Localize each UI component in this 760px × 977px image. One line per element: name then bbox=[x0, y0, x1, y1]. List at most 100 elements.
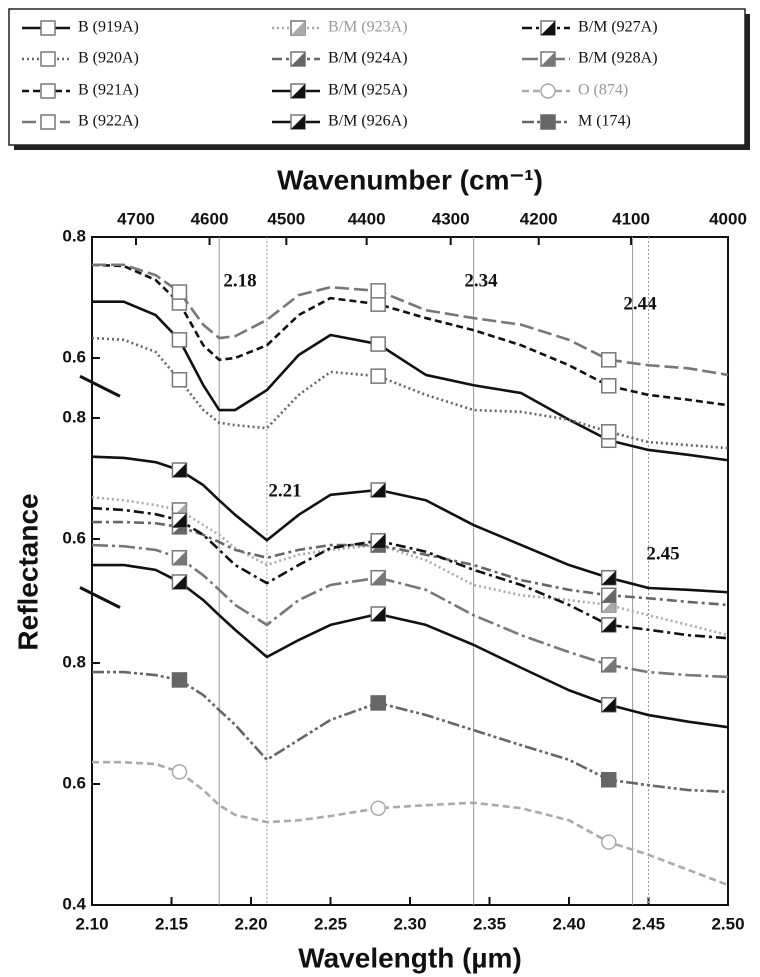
marker bbox=[171, 512, 188, 528]
marker-half bbox=[291, 115, 305, 129]
marker-shape bbox=[601, 352, 617, 368]
marker-shape bbox=[601, 424, 617, 440]
marker bbox=[370, 569, 386, 586]
legend-marker bbox=[540, 83, 556, 99]
marker bbox=[601, 617, 617, 633]
legend-label: B (920A) bbox=[78, 50, 139, 67]
y-tick-label: 0.6 bbox=[62, 347, 86, 366]
marker-half bbox=[601, 657, 616, 672]
marker bbox=[601, 352, 617, 368]
marker bbox=[171, 462, 188, 478]
y-tick-label: 0.6 bbox=[62, 773, 86, 792]
marker-half bbox=[541, 21, 555, 35]
x-tick-label: 2.10 bbox=[75, 914, 108, 933]
marker-shape bbox=[370, 296, 386, 312]
reference-label: 2.45 bbox=[646, 543, 679, 564]
marker-shape bbox=[370, 336, 386, 352]
marker-shape bbox=[540, 114, 556, 130]
marker-shape bbox=[370, 800, 386, 816]
marker bbox=[171, 672, 188, 688]
marker-shape bbox=[370, 283, 386, 299]
x2-tick-label: 4000 bbox=[709, 209, 747, 228]
legend-marker bbox=[290, 20, 306, 36]
legend-label: B/M (923A) bbox=[328, 19, 408, 36]
legend-marker bbox=[40, 114, 56, 130]
legend-box bbox=[8, 8, 746, 146]
legend-label: B/M (925A) bbox=[328, 82, 408, 99]
marker-half bbox=[172, 550, 187, 565]
marker bbox=[370, 533, 386, 549]
marker bbox=[370, 606, 386, 622]
marker-half bbox=[291, 21, 305, 35]
x-tick-label: 2.45 bbox=[632, 914, 665, 933]
marker-half bbox=[371, 570, 386, 585]
marker bbox=[601, 697, 617, 713]
marker bbox=[370, 368, 386, 384]
y-axis-title: Reflectance bbox=[12, 493, 43, 650]
marker bbox=[601, 657, 617, 673]
x2-tick-label: 4300 bbox=[432, 209, 470, 228]
marker-half bbox=[291, 84, 305, 98]
marker-half bbox=[371, 482, 386, 497]
marker bbox=[601, 834, 617, 850]
legend-marker bbox=[40, 51, 56, 67]
marker-shape bbox=[40, 51, 56, 67]
legend-label: O (874) bbox=[578, 82, 628, 99]
marker-shape bbox=[540, 83, 556, 99]
y-tick-label: 0.8 bbox=[62, 652, 86, 671]
marker bbox=[370, 283, 386, 299]
y-tick-label: 0.4 bbox=[62, 894, 86, 913]
x2-axis-title: Wavenumber (cm⁻¹) bbox=[277, 164, 543, 195]
marker-half bbox=[172, 463, 187, 478]
marker bbox=[601, 772, 617, 788]
reference-label: 2.34 bbox=[464, 270, 498, 291]
marker-shape bbox=[601, 834, 617, 850]
marker-shape bbox=[40, 83, 56, 99]
y-tick-label: 0.8 bbox=[62, 407, 86, 426]
legend-label: B/M (924A) bbox=[328, 50, 408, 67]
reference-label: 2.44 bbox=[623, 293, 657, 314]
legend-label: B/M (927A) bbox=[578, 19, 658, 36]
marker-half bbox=[371, 607, 386, 622]
marker bbox=[370, 296, 386, 312]
marker-half bbox=[601, 697, 616, 712]
legend-marker bbox=[290, 83, 306, 99]
marker bbox=[171, 764, 188, 780]
marker-shape bbox=[40, 114, 56, 130]
legend-marker bbox=[540, 51, 556, 67]
reference-label: 2.18 bbox=[223, 270, 256, 291]
marker-shape bbox=[171, 372, 188, 388]
marker bbox=[171, 332, 188, 348]
legend-marker bbox=[40, 83, 56, 99]
marker-shape bbox=[171, 332, 188, 348]
marker bbox=[171, 372, 188, 388]
axis-break bbox=[79, 586, 121, 609]
marker-shape bbox=[40, 20, 56, 36]
x-axis-title: Wavelength (µm) bbox=[298, 942, 522, 973]
marker-half bbox=[172, 513, 187, 528]
marker bbox=[370, 695, 386, 711]
marker-half bbox=[601, 617, 616, 632]
marker bbox=[601, 569, 617, 586]
marker bbox=[171, 550, 188, 566]
marker-shape bbox=[370, 695, 386, 711]
marker-half bbox=[601, 588, 616, 603]
y-tick-label: 0.8 bbox=[62, 226, 86, 245]
x2-tick-label: 4600 bbox=[191, 209, 229, 228]
marker-half bbox=[172, 574, 187, 589]
marker-half bbox=[291, 52, 305, 66]
x2-tick-label: 4400 bbox=[348, 209, 386, 228]
legend-marker bbox=[540, 20, 556, 36]
marker-shape bbox=[171, 284, 188, 300]
marker-half bbox=[601, 570, 616, 585]
legend-marker bbox=[290, 51, 306, 67]
marker-half bbox=[371, 533, 386, 548]
axis-break bbox=[79, 374, 121, 398]
x-tick-label: 2.40 bbox=[552, 914, 585, 933]
x-tick-label: 2.35 bbox=[473, 914, 506, 933]
x-tick-label: 2.30 bbox=[393, 914, 426, 933]
marker-shape bbox=[370, 368, 386, 384]
marker-shape bbox=[171, 764, 188, 780]
x2-tick-label: 4700 bbox=[117, 209, 155, 228]
